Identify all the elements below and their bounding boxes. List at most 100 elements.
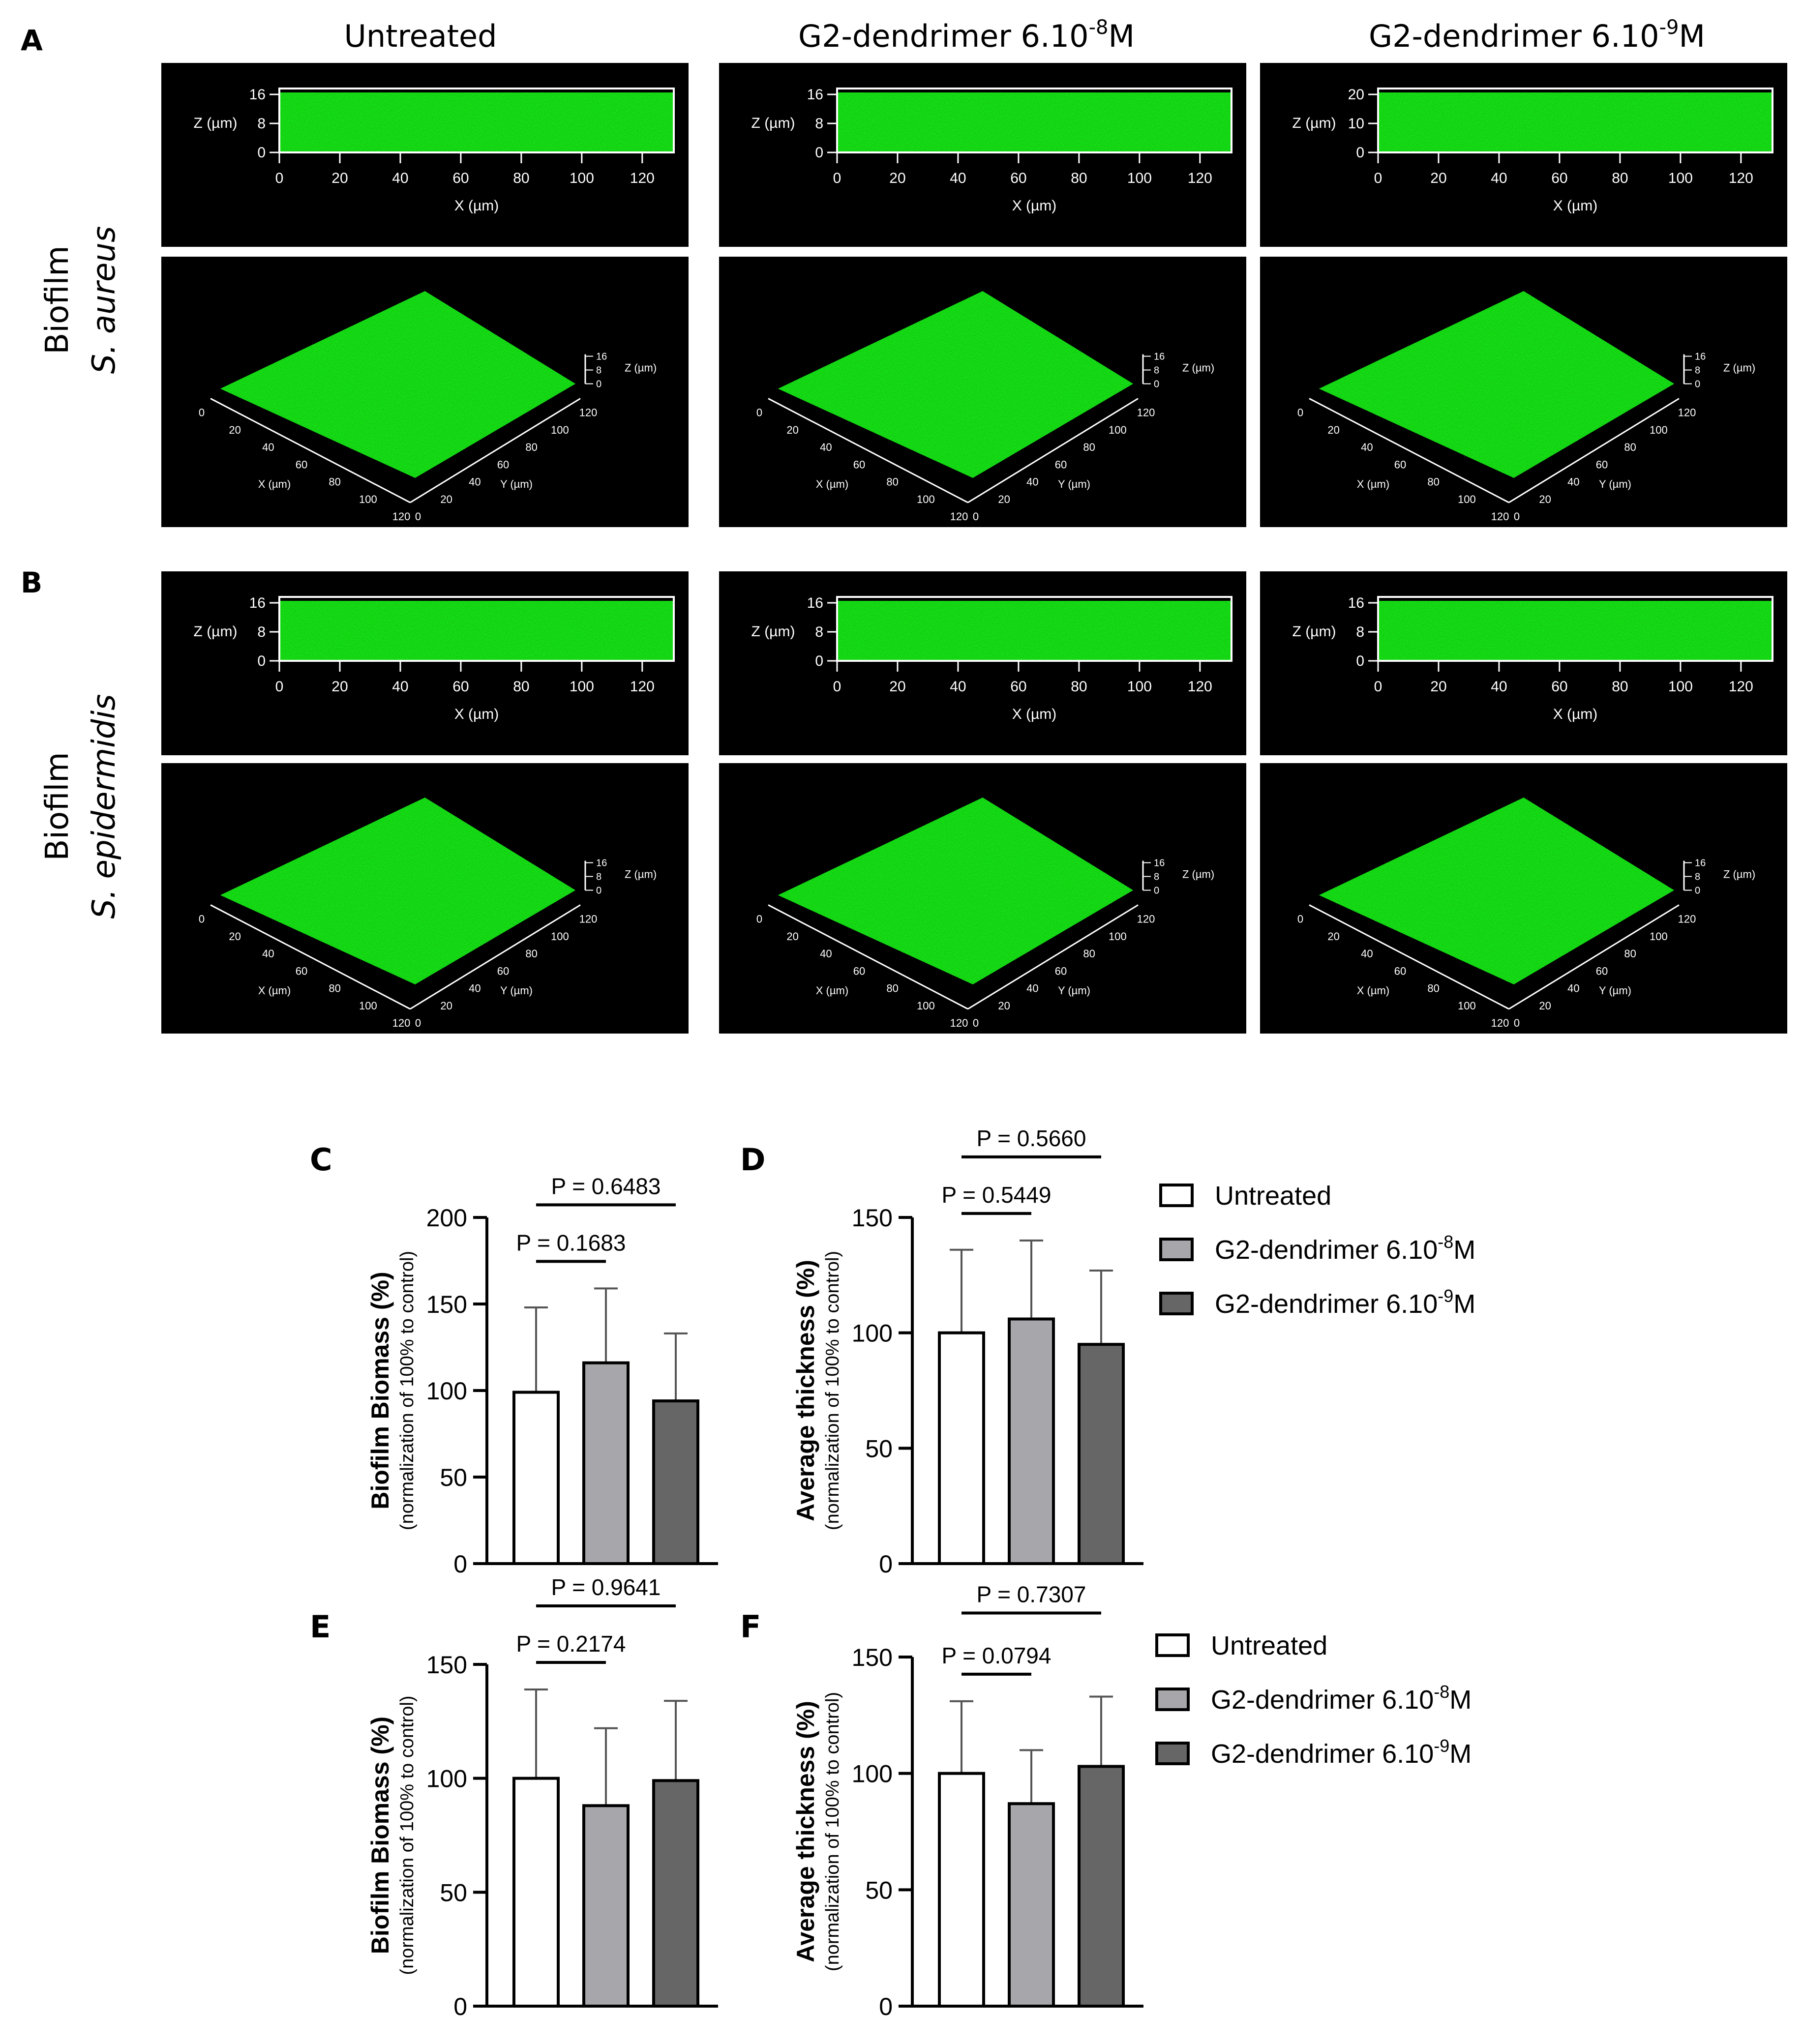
- x-tick-label: 60: [1010, 679, 1026, 695]
- panel-letter-b: B: [21, 566, 42, 599]
- bar: [1078, 1765, 1125, 2008]
- biofilm-side-texture: [1378, 601, 1773, 661]
- y-tick-label: 150: [852, 1204, 893, 1232]
- side-view-frame: [836, 88, 1232, 153]
- y-tick-label: 0: [453, 1550, 467, 1578]
- x-tick-label: 60: [1010, 170, 1026, 186]
- x-tick-label: 120: [630, 679, 655, 695]
- side-view-background: [719, 63, 1246, 247]
- iso-z-tick-label: 8: [1154, 872, 1159, 883]
- x-axis-line: [210, 398, 411, 504]
- y-axis-sublabel: (normalization of 100% to control): [397, 1251, 418, 1530]
- pvalue-label: P = 0.7307: [977, 1581, 1086, 1607]
- iso-z-tick-label: 0: [596, 379, 601, 390]
- iso-z-tick-label: 8: [596, 872, 601, 883]
- side-view-panel: 0 8 16 Z (µm) 0 20 40 60 80 100 120 X (µm): [719, 571, 1246, 755]
- z-tick-label: 8: [257, 624, 266, 640]
- y-axis-sublabel: (normalization of 100% to control): [397, 1695, 418, 1975]
- z-axis-label: Z (µm): [1292, 115, 1336, 131]
- iso-y-tick-label: 0: [415, 1017, 421, 1029]
- bar: [938, 1331, 985, 1566]
- z-tick-label: 0: [1356, 145, 1364, 161]
- y-axis-sublabel: (normalization of 100% to control): [822, 1692, 843, 1971]
- iso-z-tick-label: 0: [1154, 886, 1159, 896]
- iso-x-tick-label: 120: [392, 1017, 411, 1029]
- x-tick-label: 40: [392, 679, 408, 695]
- iso-y-tick-label: 80: [525, 441, 537, 453]
- x-tick-label: 40: [950, 679, 966, 695]
- iso-x-axis-label: X (µm): [816, 478, 848, 490]
- x-tick-label: 40: [950, 170, 966, 186]
- iso-y-tick-label: 20: [1539, 493, 1551, 505]
- y-axis-label: Average thickness (%): [792, 1260, 819, 1521]
- biofilm-surface-texture: [778, 291, 1133, 478]
- bar: [512, 1391, 560, 1566]
- y-tick-label: 150: [852, 1644, 893, 1671]
- legend-swatch: [1155, 1742, 1190, 1765]
- iso-x-tick-label: 20: [229, 424, 240, 436]
- x-tick-label: 40: [1491, 170, 1507, 186]
- iso-y-tick-label: 120: [579, 913, 598, 925]
- bar: [1008, 1317, 1055, 1565]
- side-view-background: [1260, 63, 1787, 247]
- iso-y-tick-label: 20: [440, 493, 452, 505]
- row-label-s-epidermidis: Biofilm S. epidermidis: [39, 694, 122, 918]
- iso-y-tick-label: 20: [998, 493, 1010, 505]
- iso-y-tick-label: 40: [469, 476, 481, 488]
- z-tick-label: 0: [257, 653, 266, 669]
- biofilm-side-texture: [837, 601, 1232, 661]
- y-tick-label: 150: [426, 1291, 467, 1318]
- x-axis-line: [768, 904, 968, 1010]
- iso-z-axis-label: Z (µm): [1182, 362, 1214, 374]
- iso-z-axis-label: Z (µm): [1182, 868, 1214, 881]
- iso-x-tick-label: 0: [756, 913, 762, 925]
- iso-z-tick-label: 16: [1154, 352, 1165, 362]
- iso-z-tick-label: 0: [596, 886, 601, 896]
- x-tick-label: 60: [452, 170, 469, 186]
- bar: [582, 1361, 630, 1565]
- y-axis-line: [410, 904, 581, 1010]
- iso-z-tick-label: 16: [596, 858, 607, 869]
- iso-z-tick-label: 0: [1695, 379, 1700, 390]
- pvalue-label: P = 0.5660: [977, 1126, 1086, 1151]
- x-tick-label: 80: [1071, 679, 1087, 695]
- x-axis-line: [1309, 398, 1509, 504]
- biofilm-side-texture: [1378, 92, 1773, 152]
- iso-z-tick-label: 16: [1154, 858, 1165, 869]
- iso-x-tick-label: 80: [1427, 982, 1439, 995]
- iso-x-tick-label: 80: [1427, 476, 1439, 488]
- x-tick-label: 80: [1612, 170, 1628, 186]
- pvalue-label: P = 0.2174: [516, 1631, 626, 1657]
- z-tick-label: 0: [815, 145, 823, 161]
- x-axis-label: X (µm): [1553, 198, 1598, 214]
- iso-y-tick-label: 60: [1055, 458, 1067, 471]
- x-tick-label: 100: [1668, 170, 1693, 186]
- row-label-biofilm-a: Biofilm: [39, 245, 76, 354]
- x-axis-line: [1309, 904, 1509, 1010]
- iso-y-tick-label: 100: [551, 424, 569, 436]
- pvalue-label: P = 0.1683: [516, 1230, 626, 1255]
- iso-y-tick-label: 80: [1624, 948, 1636, 960]
- z-axis-label: Z (µm): [194, 623, 238, 640]
- row-label-s-aureus: Biofilm S. aureus: [39, 226, 122, 374]
- side-view-frame: [1377, 88, 1773, 153]
- z-tick-label: 8: [815, 116, 823, 132]
- bar: [582, 1804, 630, 2008]
- iso-y-tick-label: 60: [1596, 458, 1608, 471]
- y-axis-line: [967, 398, 1139, 504]
- z-tick-label: 16: [249, 87, 266, 103]
- column-header-dendrimer-e9: G2-dendrimer 6.10-9M: [1369, 16, 1705, 54]
- x-axis-label: X (µm): [454, 198, 499, 214]
- iso-z-tick-label: 0: [1154, 379, 1159, 390]
- bar: [652, 1399, 699, 1566]
- iso-y-tick-label: 100: [1650, 424, 1668, 436]
- side-view-background: [1260, 571, 1787, 755]
- legend-label: G2-dendrimer 6.10-9M: [1211, 1736, 1472, 1769]
- iso-y-tick-label: 60: [1596, 965, 1608, 977]
- z-tick-label: 8: [1356, 624, 1364, 640]
- iso-z-axis-label: Z (µm): [625, 362, 657, 374]
